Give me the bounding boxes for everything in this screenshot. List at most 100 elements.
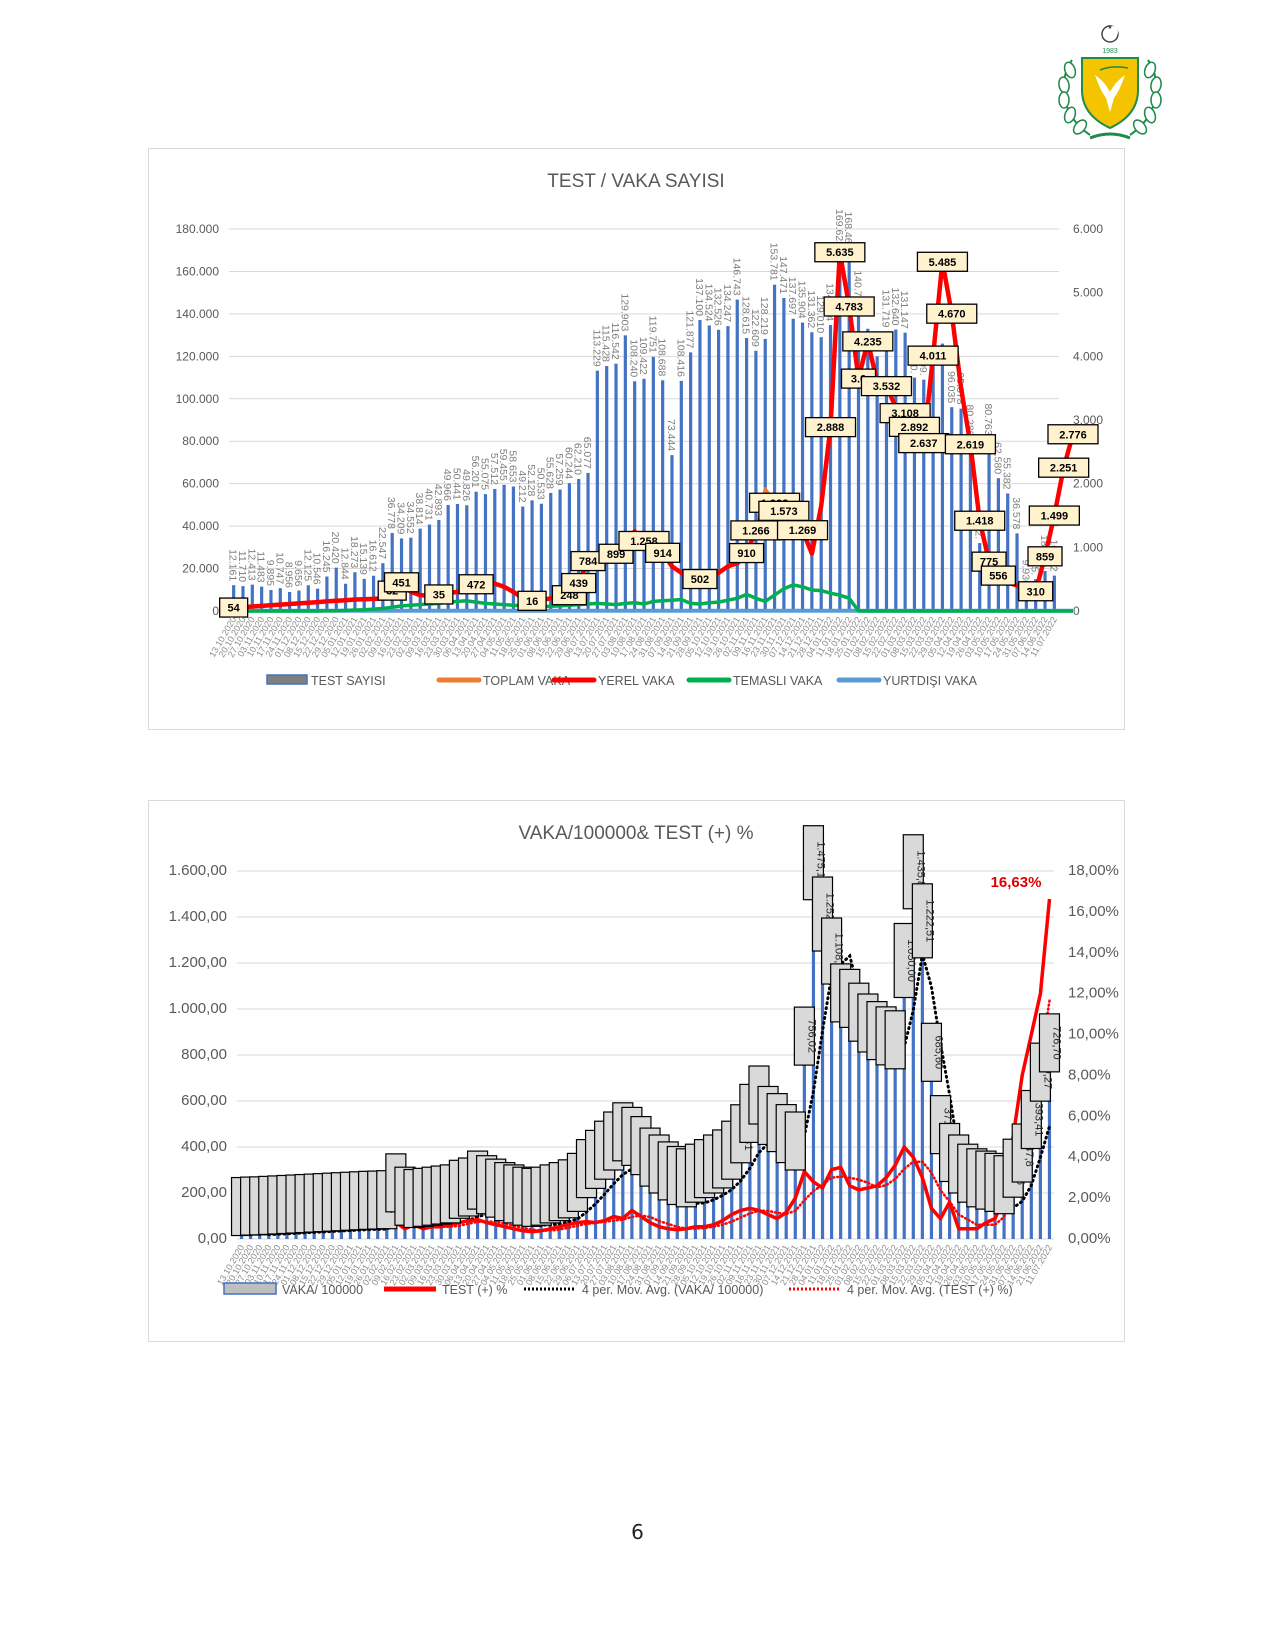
label-box: [860, 375, 913, 397]
case-data-label: 5.485: [916, 251, 969, 272]
bar: [726, 326, 730, 611]
label-box: [1027, 546, 1063, 567]
bar-value-label: 119.751: [646, 316, 658, 353]
case-data-label: 3.532: [860, 375, 913, 397]
gridlines: [237, 870, 1054, 1240]
y-tick-label: 1.600,00: [169, 862, 227, 879]
bar: [371, 575, 376, 611]
label-text: 2.892: [901, 422, 929, 434]
vaka-data-label: 1.222,51: [911, 883, 935, 959]
case-labels: 543245135472162484397848991.258914502910…: [219, 242, 1099, 618]
case-data-label: 54: [219, 597, 249, 618]
bar: [693, 1202, 698, 1239]
bar: [828, 325, 833, 611]
bar: [278, 588, 282, 611]
bar: [437, 519, 441, 611]
label-text: 2.776: [1059, 429, 1087, 441]
bar: [421, 1226, 425, 1239]
bar: [348, 1230, 353, 1239]
svg-text:★: ★: [1107, 24, 1112, 31]
y2-tick-label: 5.000: [1073, 286, 1103, 300]
bar: [775, 1151, 779, 1239]
case-data-label: 16: [517, 590, 547, 611]
label-text: 3.532: [873, 381, 901, 393]
bar: [260, 586, 264, 611]
legend-label: TEST (+) %: [442, 1283, 507, 1297]
bar: [884, 331, 889, 611]
bar: [819, 337, 823, 611]
bar-value-label: 42.893: [432, 484, 444, 516]
bar: [702, 1197, 707, 1239]
bar: [521, 506, 525, 611]
bar: [1015, 533, 1019, 611]
label-box: [682, 568, 718, 590]
label-box: [980, 565, 1017, 586]
bar: [412, 1227, 416, 1239]
bar: [457, 1218, 462, 1239]
bar: [475, 1209, 480, 1239]
bar: [757, 1124, 761, 1239]
bar: [343, 583, 348, 611]
label-text: 4.235: [854, 336, 882, 348]
bar: [754, 350, 758, 611]
bar: [1011, 1197, 1015, 1239]
y2-tick-label: 2.000: [1073, 477, 1103, 491]
bar: [584, 1197, 589, 1239]
bar: [288, 591, 292, 611]
bar: [811, 899, 816, 1239]
bar: [430, 1225, 434, 1239]
bar-value-label: 129.010: [814, 295, 826, 333]
bar: [297, 590, 301, 611]
bar: [857, 1041, 861, 1239]
label-text: 54: [228, 603, 241, 615]
bar: [922, 379, 926, 611]
bar: [866, 328, 870, 611]
case-data-label: 4.783: [823, 296, 875, 317]
bar: [530, 500, 534, 611]
y-tick-label: 1.400,00: [169, 908, 227, 925]
bar: [978, 543, 982, 611]
bar: [586, 472, 590, 611]
chart-title: VAKA/100000& TEST (+) %: [519, 823, 754, 844]
bar: [782, 298, 786, 611]
bar: [959, 408, 963, 611]
bar: [875, 356, 879, 611]
olive-branch-icon: [1099, 66, 1129, 71]
case-data-label: 2.251: [1038, 457, 1090, 478]
case-data-label: 502: [682, 568, 718, 590]
label-box: [1028, 505, 1080, 526]
case-data-label: 859: [1027, 546, 1063, 567]
legend-label: TEST SAYISI: [311, 674, 386, 688]
bar-value-label: 116.542: [609, 322, 621, 359]
right-axis-ticks: 0 1.000 2.000 3.000 4.000 5.000 6.000: [1073, 222, 1103, 618]
bar: [353, 572, 357, 611]
bar-value-label: 146.743: [730, 258, 742, 296]
bar-value-label: 22.547: [376, 527, 388, 559]
bar-value-label: 132.640: [889, 288, 901, 326]
bar: [884, 1064, 888, 1239]
case-data-label: 35: [424, 584, 454, 605]
bar: [1047, 1071, 1052, 1239]
label-text: 910: [737, 548, 755, 560]
vaka-per-100000-chart-svg: VAKA/100000& TEST (+) % 0,00 200,00 400,00…: [169, 823, 1119, 1297]
y2-tick-label: 4,00%: [1068, 1148, 1111, 1165]
bar-value-label: 73.444: [665, 419, 677, 451]
bar: [474, 491, 478, 611]
bar: [593, 1188, 598, 1239]
case-data-label: 556: [980, 565, 1017, 586]
bar: [957, 1193, 961, 1239]
bar-value-label: 122.609: [749, 309, 761, 347]
bar: [558, 489, 562, 611]
bar: [357, 1229, 362, 1239]
emblem-year: 1983: [1102, 48, 1118, 55]
y2-tick-label: 1.000: [1073, 540, 1103, 554]
label-text: 310: [1027, 586, 1045, 598]
bar-value-label: 113.229: [590, 330, 602, 367]
bar: [948, 1181, 952, 1239]
label-box: [383, 572, 420, 593]
label-box: [920, 1022, 943, 1082]
bar-value-label: 108.416: [674, 339, 686, 377]
label-box: [814, 242, 866, 263]
bar: [614, 363, 618, 611]
bar: [856, 312, 861, 611]
